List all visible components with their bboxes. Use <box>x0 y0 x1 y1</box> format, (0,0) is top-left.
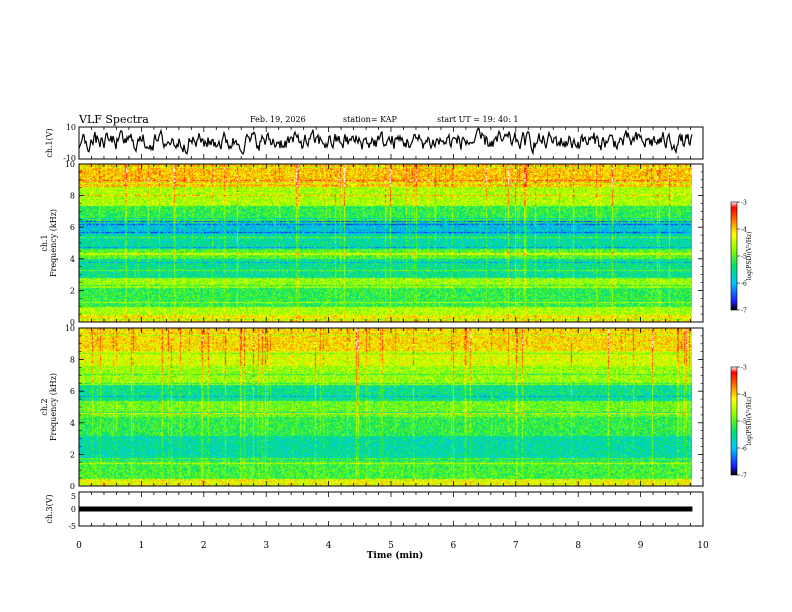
ch1-colorbar-gradient <box>730 201 738 311</box>
ch3-waveform-ylabel: ch.3(V) <box>45 494 54 523</box>
spectrogram-raster <box>79 328 692 486</box>
ch2-spectrogram-panel: 0 2 4 6 8 10 ch.2 Frequency (kHz) <box>40 324 704 491</box>
colorbar-tick-label: -6 <box>741 281 747 288</box>
ch1-waveform-line <box>78 128 693 156</box>
x-tick-label: 1 <box>139 541 145 551</box>
ch2-colorbar: -3 -4 -5 -6 -7 log(PSD)(V²/Hz) <box>730 365 753 480</box>
y-tick-label: 6 <box>70 223 75 232</box>
colorbar-tick-label: -5 <box>741 419 747 426</box>
y-tick-label: 4 <box>70 255 75 264</box>
x-tick-label: 6 <box>451 541 457 551</box>
colorbar-tick-label: -7 <box>741 308 747 315</box>
ch2-channel-label: ch.2 <box>40 398 49 415</box>
x-tick-label: 7 <box>513 541 519 551</box>
y-tick-label: 8 <box>70 356 75 365</box>
ch1-channel-label: ch.1 <box>40 234 49 251</box>
ch3-ytick-mid: 0 <box>71 505 76 514</box>
date-label: Feb. 19, 2026 <box>250 115 306 124</box>
ch3-ytick-top: 5 <box>71 492 76 501</box>
y-tick-label: 6 <box>70 387 75 396</box>
x-tick-label: 10 <box>697 541 709 551</box>
colorbar-tick-label: -4 <box>741 392 747 399</box>
colorbar-tick-label: -3 <box>741 365 747 372</box>
ch1-waveform-ylabel: ch.1(V) <box>45 128 54 157</box>
ch1-colorbar-label: log(PSD)(V²/Hz) <box>746 232 753 281</box>
y-tick-label: 2 <box>70 450 75 459</box>
x-tick-label: 8 <box>575 541 581 551</box>
x-tick-label: 0 <box>76 541 82 551</box>
colorbar-tick-label: -4 <box>741 227 747 234</box>
ch2-frequency-ylabel: Frequency (kHz) <box>49 373 58 441</box>
time-axis-tick-labels: 0 1 2 3 4 5 6 7 8 9 10 <box>76 541 709 551</box>
spectrogram-raster <box>79 164 692 322</box>
y-tick-label: 10 <box>65 324 75 333</box>
station-label: station= KAP <box>343 115 398 124</box>
x-tick-label: 5 <box>388 541 394 551</box>
ch3-waveform-panel: 5 0 -5 ch.3(V) <box>45 491 704 531</box>
colorbar-tick-label: -7 <box>741 473 747 480</box>
ch1-ytick-top: 10 <box>66 123 76 132</box>
time-axis-label: Time (min) <box>367 550 424 561</box>
x-tick-label: 9 <box>638 541 644 551</box>
colorbar-tick-label: -6 <box>741 446 747 453</box>
ch2-colorbar-label: log(PSD)(V²/Hz) <box>746 397 753 446</box>
ch2-spectrogram-image <box>79 328 703 486</box>
y-tick-label: 8 <box>70 192 75 201</box>
ch2-colorbar-gradient <box>730 366 738 476</box>
figure-title: VLF Spectra <box>78 113 149 126</box>
x-tick-label: 3 <box>263 541 269 551</box>
ch3-waveform-trace <box>79 506 693 512</box>
y-tick-label: 0 <box>70 318 75 327</box>
x-tick-label: 4 <box>326 541 332 551</box>
y-tick-label: 2 <box>70 286 75 295</box>
start-time-label: start UT = 19: 40: 1 <box>437 115 518 124</box>
ch1-spectrogram-image <box>79 164 703 322</box>
colorbar-tick-label: -3 <box>741 200 747 207</box>
ch1-frequency-ylabel: Frequency (kHz) <box>49 209 58 277</box>
ch1-spectrogram-panel: 0 2 4 6 8 10 ch.1 Frequency (kHz) <box>40 160 704 327</box>
y-tick-label: 10 <box>65 160 75 169</box>
ch1-ytick-bottom: -10 <box>63 154 76 163</box>
y-tick-label: 4 <box>70 419 75 428</box>
colorbar-tick-label: -5 <box>741 254 747 261</box>
x-tick-label: 2 <box>201 541 207 551</box>
ch1-waveform-panel: 10 -10 ch.1(V) <box>45 123 704 163</box>
y-tick-label: 0 <box>70 482 75 491</box>
ch1-colorbar: -3 -4 -5 -6 -7 log(PSD)(V²/Hz) <box>730 200 753 315</box>
ch3-ytick-bottom: -5 <box>68 522 76 531</box>
